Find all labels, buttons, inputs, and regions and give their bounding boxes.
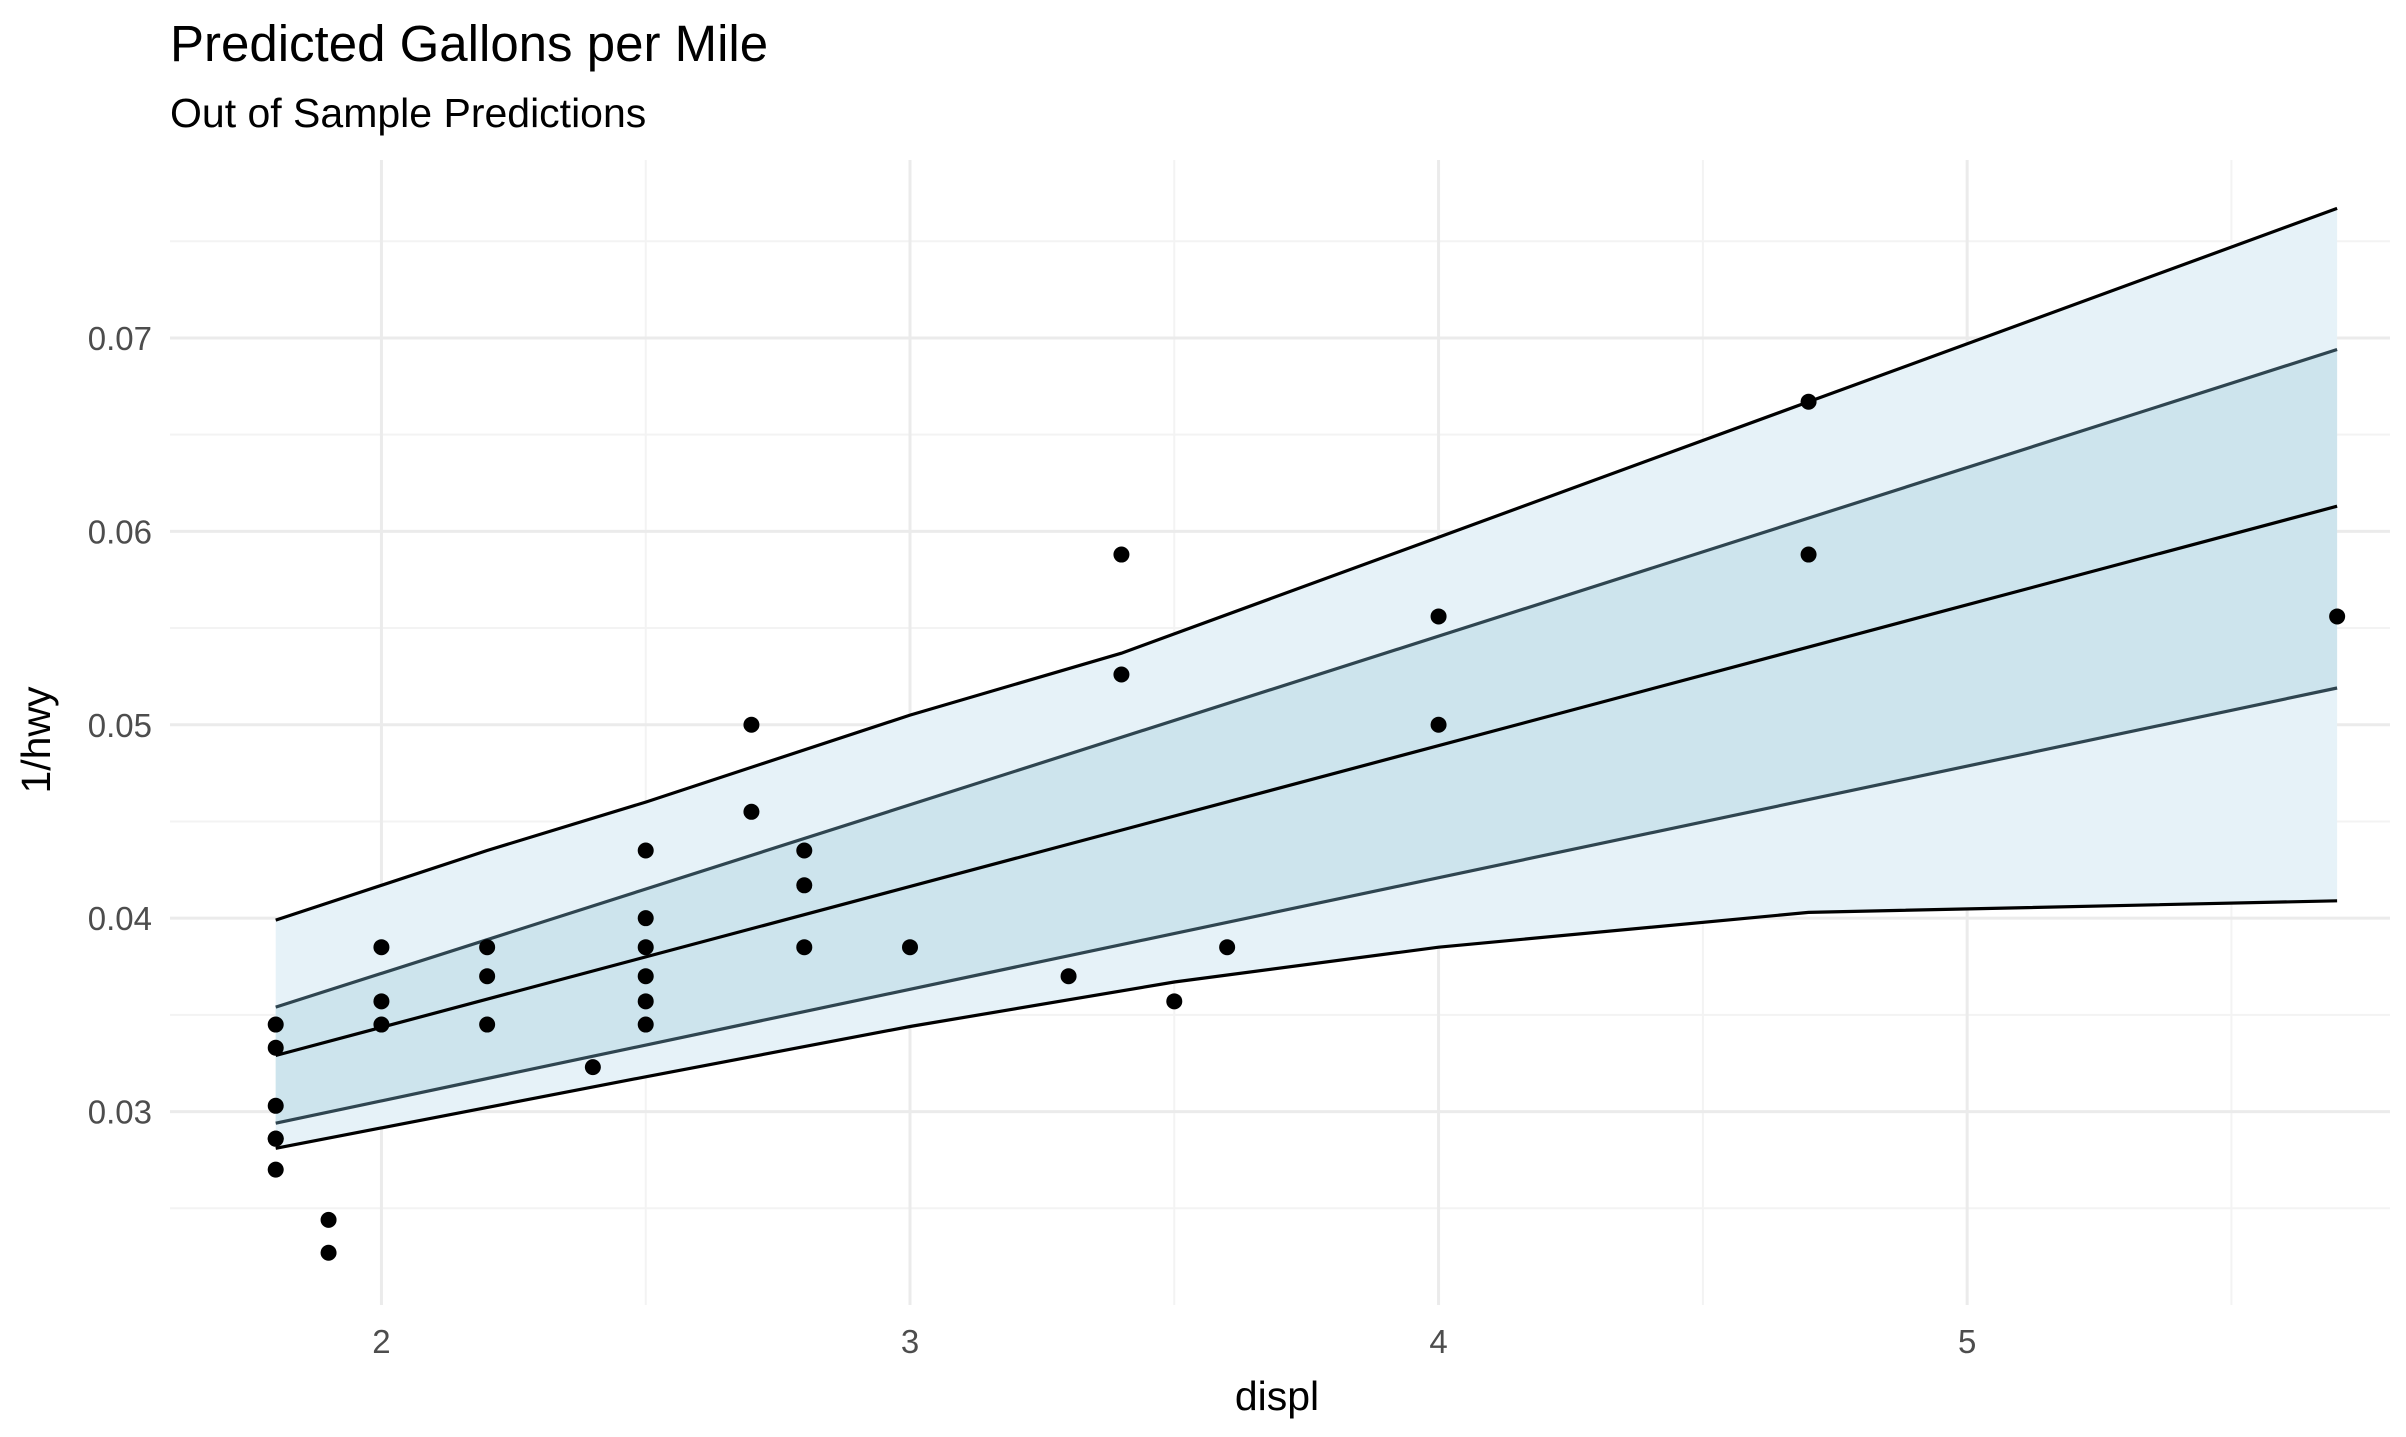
fit-line <box>275 504 2338 1058</box>
y-tick-label: 0.04 <box>88 900 152 937</box>
data-point <box>373 939 390 956</box>
data-point <box>1800 546 1817 563</box>
inner-lower-line <box>275 686 2338 1125</box>
data-point <box>373 1016 390 1033</box>
data-point <box>479 939 496 956</box>
data-point <box>1430 608 1447 625</box>
data-point <box>637 993 654 1010</box>
data-point <box>1113 666 1130 683</box>
x-tick-label: 3 <box>901 1323 919 1360</box>
data-point <box>796 877 813 894</box>
data-point <box>637 939 654 956</box>
data-point <box>267 1039 284 1056</box>
y-axis-title: 1/hwy <box>13 686 59 794</box>
data-point <box>267 1130 284 1147</box>
chart-title: Predicted Gallons per Mile <box>170 15 769 72</box>
inner-prediction-band <box>275 349 2338 1124</box>
x-axis-ticks: 2 3 4 5 <box>372 1323 1976 1360</box>
y-axis-ticks: 0.03 0.04 0.05 0.06 0.07 <box>88 320 152 1131</box>
data-point <box>1219 939 1236 956</box>
outer-upper-line <box>275 206 2338 922</box>
data-point <box>796 842 813 859</box>
data-point <box>637 968 654 985</box>
data-point <box>637 842 654 859</box>
x-tick-label: 4 <box>1429 1323 1447 1360</box>
y-tick-label: 0.05 <box>88 707 152 744</box>
prediction-lines <box>275 206 2338 1150</box>
outer-lower-line <box>275 899 2338 1150</box>
data-point <box>479 968 496 985</box>
data-point <box>796 939 813 956</box>
data-point <box>2329 608 2346 625</box>
data-point <box>637 1016 654 1033</box>
inner-upper-line <box>275 347 2338 1009</box>
data-point <box>743 716 760 733</box>
x-axis-title: displ <box>1235 1373 1319 1419</box>
data-point <box>267 1161 284 1178</box>
data-point <box>1166 993 1183 1010</box>
y-tick-label: 0.06 <box>88 513 152 550</box>
y-tick-label: 0.03 <box>88 1094 152 1131</box>
data-point <box>1430 716 1447 733</box>
data-point <box>637 910 654 927</box>
data-point <box>479 1016 496 1033</box>
data-point <box>743 803 760 820</box>
y-tick-label: 0.07 <box>88 320 152 357</box>
x-tick-label: 5 <box>1958 1323 1976 1360</box>
data-point <box>902 939 918 956</box>
data-point <box>584 1059 601 1076</box>
data-point <box>267 1097 284 1114</box>
chart-subtitle: Out of Sample Predictions <box>170 90 647 136</box>
data-point <box>320 1244 337 1261</box>
data-point <box>1113 546 1130 563</box>
data-point <box>320 1211 337 1228</box>
x-tick-label: 2 <box>372 1323 390 1360</box>
data-point <box>1060 968 1077 985</box>
data-points <box>267 393 2346 1261</box>
data-point <box>267 1016 284 1033</box>
data-point <box>1800 393 1817 410</box>
data-point <box>373 993 390 1010</box>
